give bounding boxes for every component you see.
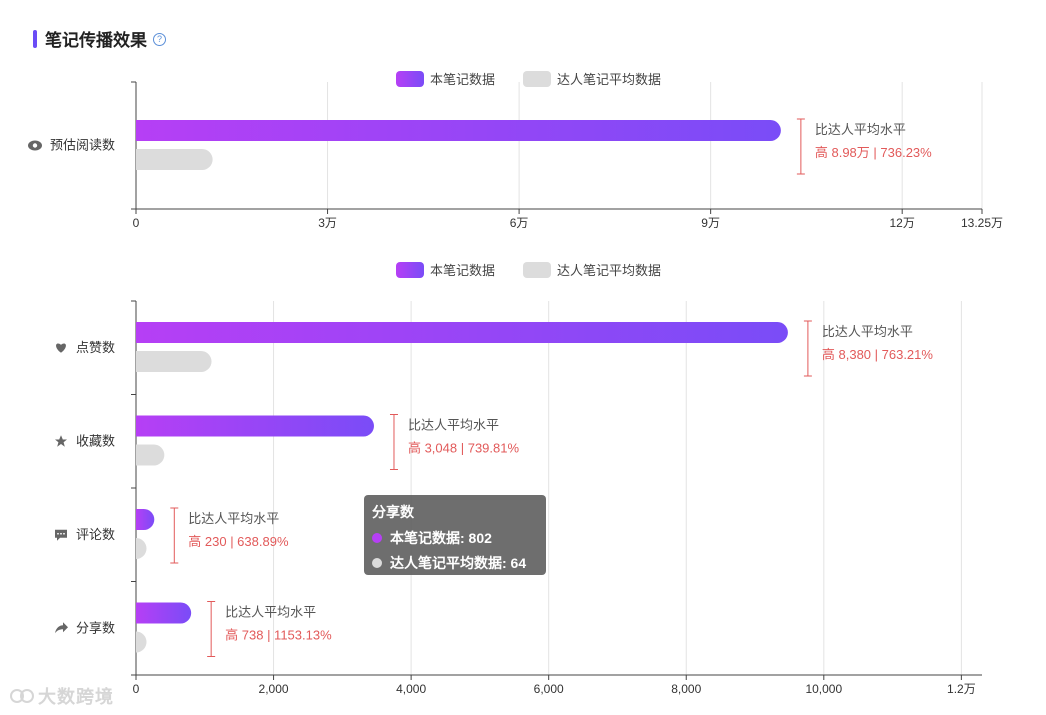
avg-bar <box>136 351 212 372</box>
comment-dot <box>60 532 62 535</box>
legend-swatch-own <box>396 261 424 278</box>
x-tick-label: 1.2万 <box>947 682 976 696</box>
legend-swatch-own <box>396 70 424 87</box>
own-bar <box>136 120 781 141</box>
section-title: 笔记传播效果 <box>45 31 147 50</box>
watermark-text: 大数跨境 <box>38 687 114 707</box>
eye-icon <box>28 140 42 151</box>
watermark-logo-icon <box>10 689 34 703</box>
x-tick-label: 3万 <box>318 216 337 230</box>
legend-item-own[interactable]: 本笔记数据 <box>396 260 495 279</box>
x-tick-label: 6万 <box>510 216 529 230</box>
x-tick-label: 13.25万 <box>961 216 1003 230</box>
star-shape <box>55 435 67 447</box>
category-label: 分享数 <box>76 620 115 635</box>
own-bar <box>136 509 155 530</box>
tooltip-row-own: 本笔记数据: 802 <box>372 528 538 548</box>
x-tick-label: 8,000 <box>671 682 701 696</box>
tooltip-avg-value: 达人笔记平均数据: 64 <box>390 555 527 571</box>
compare-value: 高 3,048 | 739.81% <box>408 441 520 456</box>
comment-dot <box>57 532 59 535</box>
comment-icon <box>55 529 67 541</box>
legend-swatch-avg <box>523 261 552 278</box>
x-tick-label: 12万 <box>890 216 915 230</box>
legend-label-avg: 达人笔记平均数据 <box>557 263 662 278</box>
heart-icon <box>56 343 66 353</box>
x-tick-label: 2,000 <box>259 682 289 696</box>
legend-item-own[interactable]: 本笔记数据 <box>396 69 495 88</box>
title-accent-bar <box>33 29 37 48</box>
category-label: 点赞数 <box>76 340 115 355</box>
compare-title: 比达人平均水平 <box>188 511 279 526</box>
category-label: 收藏数 <box>76 433 115 448</box>
compare-title: 比达人平均水平 <box>822 324 913 339</box>
avg-bar <box>136 444 165 466</box>
compare-value: 高 230 | 638.89% <box>188 534 289 549</box>
tooltip-own-value: 本笔记数据: 802 <box>390 530 492 546</box>
own-bar <box>136 322 788 343</box>
share-tooltip: 分享数 本笔记数据: 802 达人笔记平均数据: 64 <box>364 495 546 575</box>
avg-bar <box>136 149 213 170</box>
compare-title: 比达人平均水平 <box>225 605 316 620</box>
x-tick-label: 6,000 <box>534 682 564 696</box>
tooltip-title: 分享数 <box>372 504 414 520</box>
star-icon <box>55 435 67 447</box>
tooltip-row-avg: 达人笔记平均数据: 64 <box>372 553 538 573</box>
category-label: 预估阅读数 <box>50 138 115 153</box>
compare-value: 高 8,380 | 763.21% <box>822 347 934 362</box>
compare-value: 高 738 | 1153.13% <box>225 628 332 643</box>
legend-item-avg[interactable]: 达人笔记平均数据 <box>523 69 661 88</box>
eye-pupil <box>32 143 38 148</box>
legend-label-own: 本笔记数据 <box>430 263 496 278</box>
category-label: 评论数 <box>76 527 115 542</box>
compare-value: 高 8.98万 | 736.23% <box>815 145 932 160</box>
comment-dot <box>63 532 65 535</box>
legend-label-own: 本笔记数据 <box>430 72 496 87</box>
own-bar <box>136 602 192 624</box>
x-tick-label: 10,000 <box>805 682 842 696</box>
x-tick-label: 9万 <box>701 216 720 230</box>
share-icon <box>55 622 68 634</box>
question-circle-icon[interactable]: ? <box>153 33 166 46</box>
x-tick-label: 0 <box>133 682 140 696</box>
own-bar <box>136 415 374 437</box>
chart2-legend: 本笔记数据 达人笔记平均数据 <box>396 260 689 279</box>
legend-item-avg[interactable]: 达人笔记平均数据 <box>523 260 661 279</box>
section-header: 笔记传播效果 ? <box>33 26 166 51</box>
watermark: 大数跨境 <box>10 683 114 709</box>
comment-shape <box>55 529 67 541</box>
x-tick-label: 0 <box>133 216 140 230</box>
legend-swatch-avg <box>523 70 552 87</box>
compare-title: 比达人平均水平 <box>408 418 499 433</box>
compare-title: 比达人平均水平 <box>815 122 906 137</box>
x-tick-label: 4,000 <box>396 682 426 696</box>
heart-shape <box>56 343 66 353</box>
share-shape <box>55 622 68 634</box>
avg-bar <box>136 538 147 559</box>
legend-label-avg: 达人笔记平均数据 <box>557 72 662 87</box>
avg-bar <box>136 631 147 653</box>
tooltip-dot-own <box>372 533 382 543</box>
chart1-legend: 本笔记数据 达人笔记平均数据 <box>396 69 689 88</box>
tooltip-dot-avg <box>372 558 382 568</box>
